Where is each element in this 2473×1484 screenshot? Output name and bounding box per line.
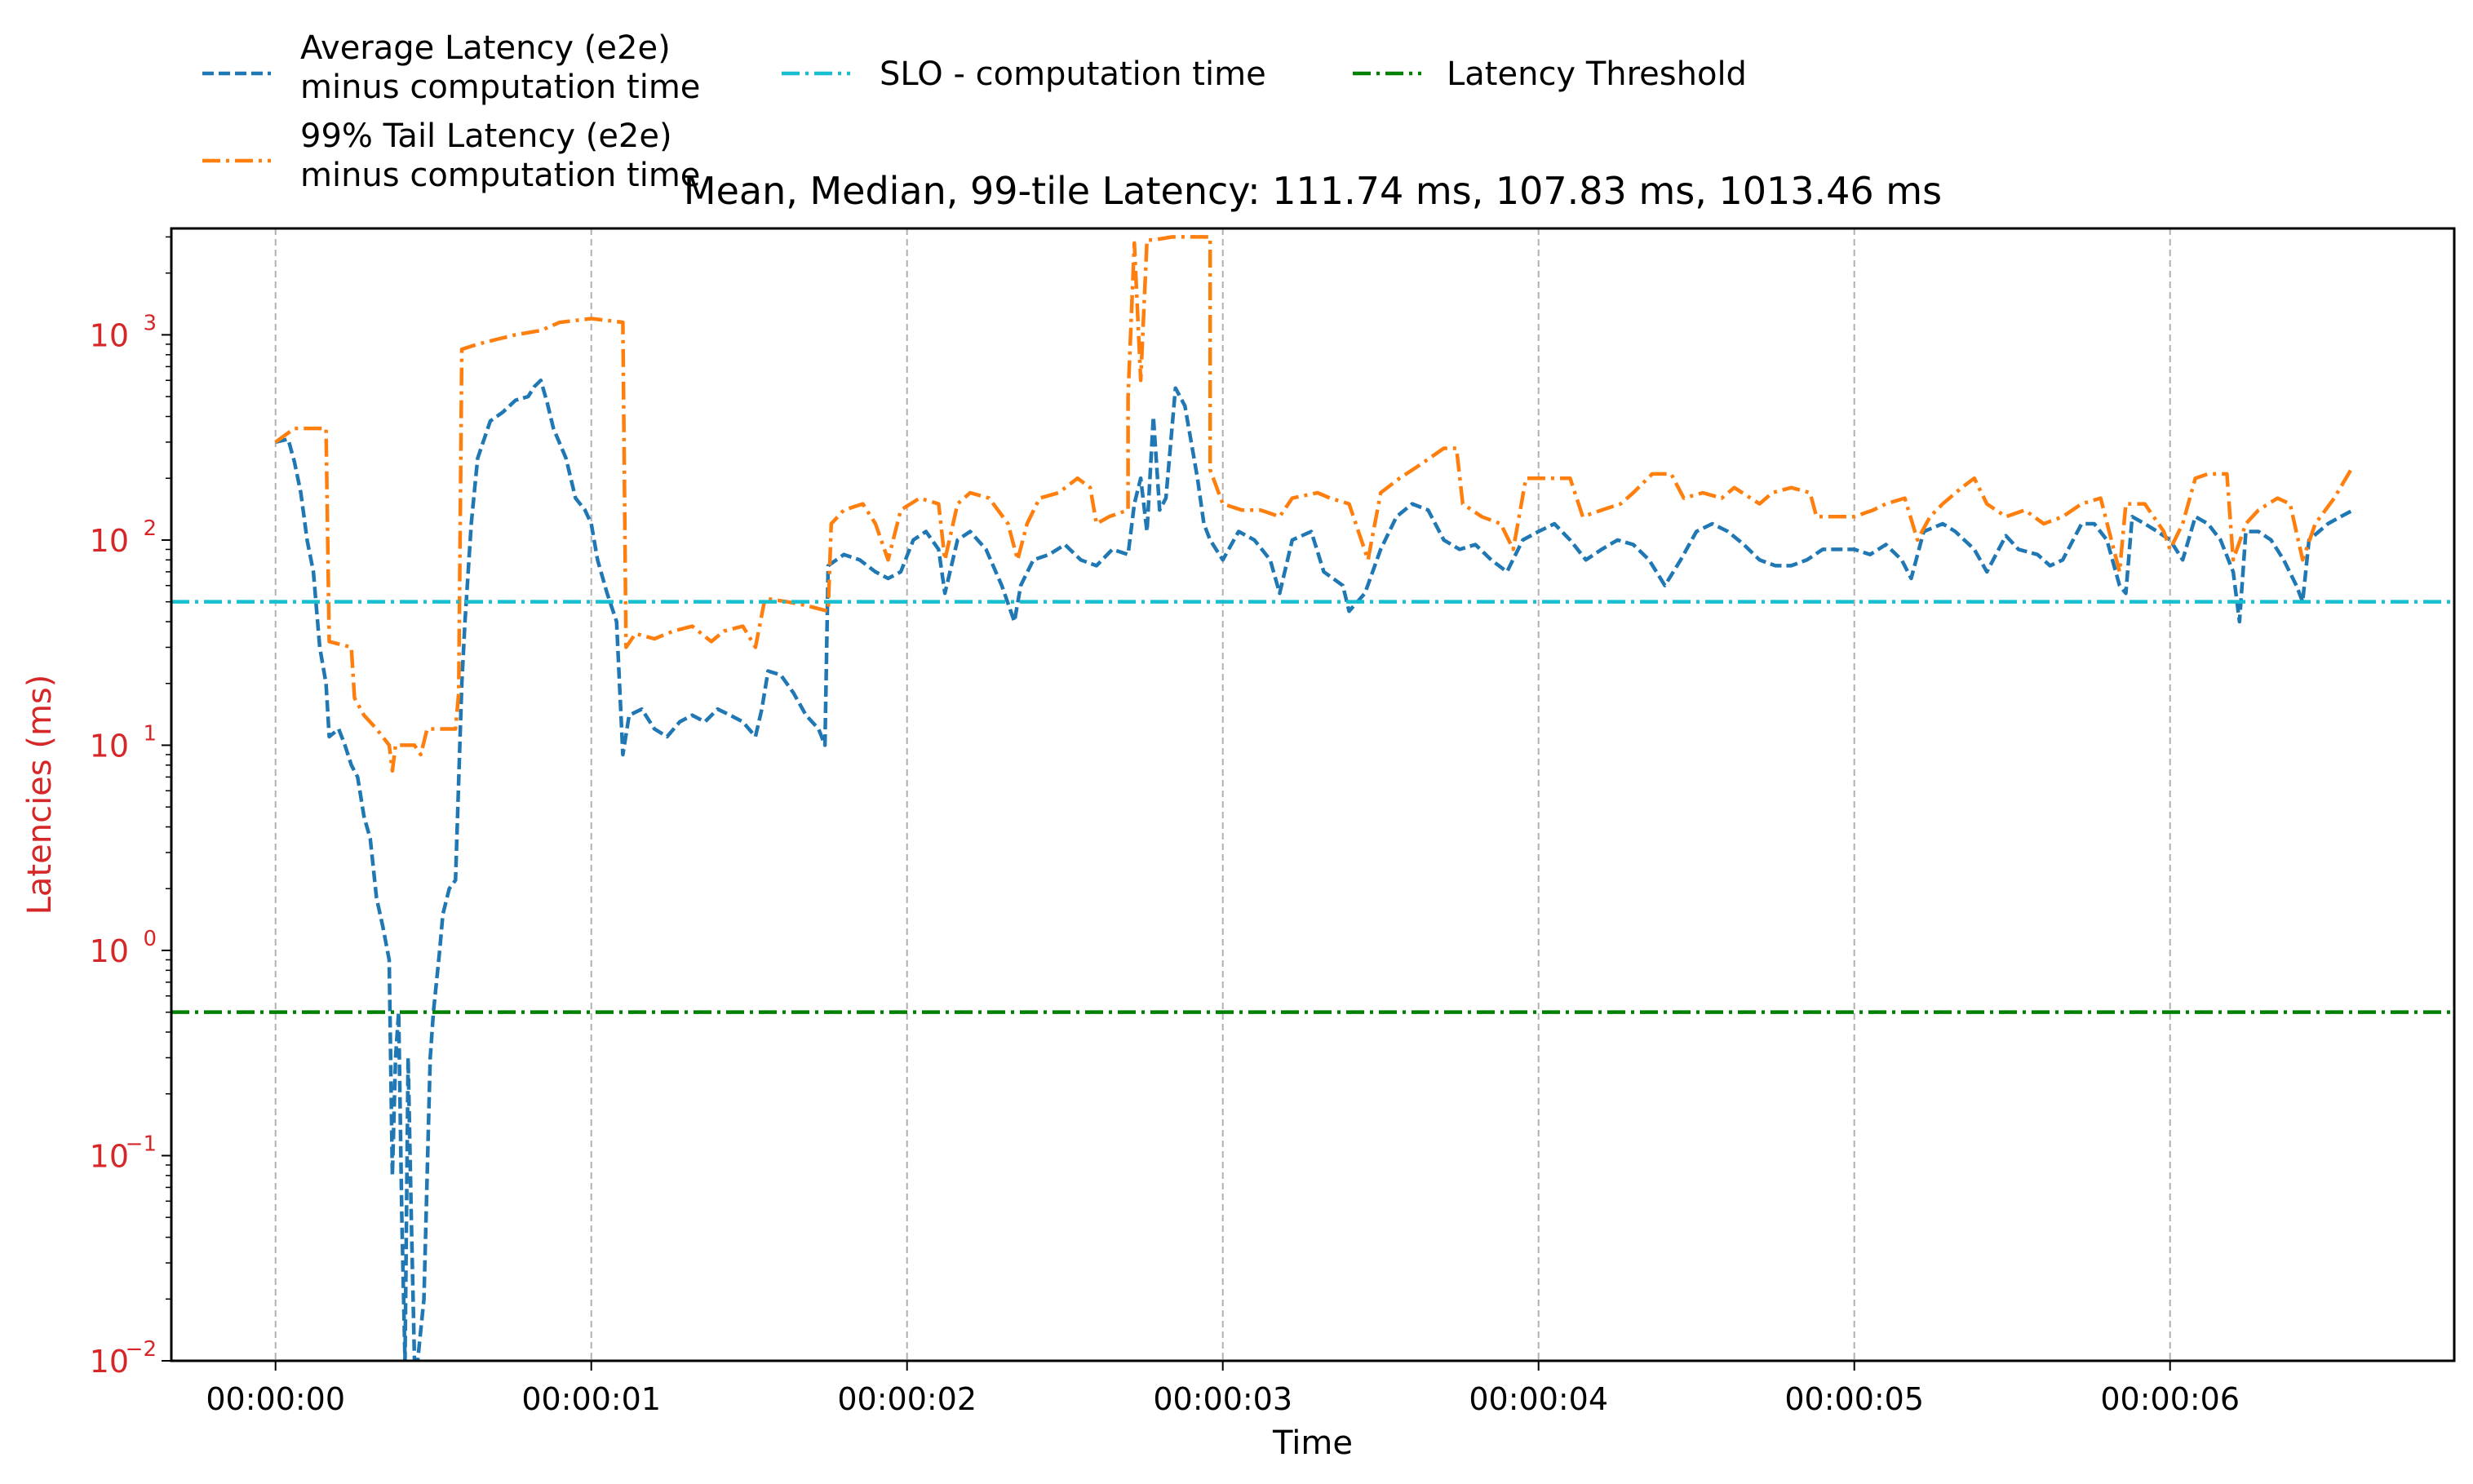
legend-label-1: 99% Tail Latency (e2e): [300, 117, 672, 155]
series-layer: [171, 235, 2454, 1361]
y-axis-label: Latencies (ms): [21, 675, 59, 915]
y-tick-exponent: 1: [143, 721, 157, 746]
plot-frame: [170, 227, 2456, 1362]
legend-label-1: minus computation time: [300, 157, 700, 194]
x-gridlines: [274, 228, 2171, 1361]
x-tick-label: 00:00:02: [837, 1381, 977, 1417]
y-tick-exponent: −2: [126, 1337, 157, 1362]
x-tick-label: 00:00:00: [206, 1381, 345, 1417]
legend-label-3: Latency Threshold: [1447, 55, 1747, 93]
y-tick-label: 10: [90, 728, 129, 764]
legend: Average Latency (e2e)minus computation t…: [202, 29, 1747, 194]
y-tick-label: 10: [90, 317, 129, 353]
x-tick-label: 00:00:01: [521, 1381, 661, 1417]
y-tick-label: 10: [90, 523, 129, 559]
series-line-1: [274, 235, 2356, 773]
x-tick-label: 00:00:05: [1784, 1381, 1924, 1417]
y-tick-label: 10: [90, 1138, 129, 1174]
x-tick-label: 00:00:03: [1153, 1381, 1292, 1417]
series-line-0: [275, 378, 2355, 1361]
y-tick-label: 10: [90, 1344, 129, 1380]
x-axis-label: Time: [1272, 1424, 1353, 1462]
x-tick-label: 00:00:04: [1469, 1381, 1608, 1417]
y-tick-label: 10: [90, 933, 129, 969]
legend-label-0: Average Latency (e2e): [300, 29, 671, 67]
legend-label-2: SLO - computation time: [880, 55, 1266, 93]
y-tick-exponent: 0: [143, 927, 157, 951]
y-tick-exponent: −1: [126, 1132, 157, 1156]
x-tick-label: 00:00:06: [2100, 1381, 2240, 1417]
legend-label-0: minus computation time: [300, 69, 700, 106]
x-axis-ticks: 00:00:00 00:00:01 00:00:02 00:00:03 00:00:04…: [206, 1361, 2240, 1417]
y-tick-exponent: 3: [143, 311, 157, 335]
chart-title: Mean, Median, 99-tile Latency: 111.74 ms…: [684, 169, 1942, 213]
y-tick-exponent: 2: [143, 516, 157, 541]
